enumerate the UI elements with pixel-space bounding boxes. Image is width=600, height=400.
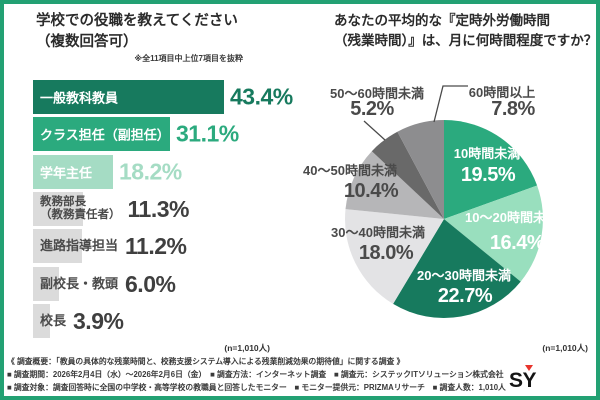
bar-value-label: 11.2%: [125, 232, 187, 259]
pie-slice-value-label: 16.4%: [490, 232, 545, 254]
overtime-pie-chart: 10時間未満 19.5% 10〜20時間未満 16.4% 20〜30時間未満 22.7% 3…: [303, 85, 559, 318]
bar-row: 進路指導担当 11.2%: [33, 229, 295, 263]
bar-row: 校長 3.9%: [33, 304, 295, 338]
bar-row: 副校長・教頭 6.0%: [33, 267, 295, 301]
role-bar-chart: 一般教科教員 43.4% クラス担任（副担任） 31.1% 学年主任 18.2% 教務部長（…: [33, 80, 295, 342]
bar-category-label: クラス担任（副担任）: [40, 127, 170, 143]
pie-slice-name-label: 20〜30時間未満: [417, 268, 511, 283]
pie-slice-name-label: 30〜40時間未満: [331, 225, 425, 240]
pie-slice-2: [393, 219, 521, 318]
pie-slice-3: [345, 209, 444, 304]
pie-slice-name-label: 10〜20時間未満: [465, 210, 559, 225]
left-chart-note: ※全11項目中上位7項目を抜粋: [134, 54, 243, 63]
pie-slice-value-label: 22.7%: [438, 285, 493, 307]
bar-fill: [33, 155, 113, 189]
pie-leader-line: [363, 120, 386, 141]
bar-category-label: 一般教科教員: [40, 90, 119, 106]
bar-row-content: 教務部長 （教務責任者） 11.3%: [33, 192, 295, 226]
pie-slice-value-label: 5.2%: [350, 98, 394, 120]
logo-text-post: STECH: [509, 393, 578, 400]
left-chart-title: 学校での役職を教えてください （複数回答可）: [36, 11, 238, 53]
bar-fill: [33, 192, 83, 226]
pie-slice-name-label: 10時間未満: [454, 146, 520, 161]
bar-fill: [33, 267, 59, 301]
bar-category-label: 副校長・教頭: [40, 275, 119, 291]
systech-logo: SYSTECH: [509, 365, 600, 400]
footer-line3: ■ 調査対象：調査回答時に全国の中学校・高等学校の教職員と回答したモニター ■ …: [7, 383, 506, 393]
left-chart-title-line2: （複数回答可）: [36, 34, 138, 50]
right-chart-title-line2: （残業時間）』は、月に何時間程度ですか？: [334, 33, 598, 48]
bar-value-label: 31.1%: [176, 120, 239, 147]
bar-category-label: 教務部長 （教務責任者）: [40, 195, 121, 221]
bar-category-label: 校長: [40, 312, 67, 328]
pie-slice-value-label: 10.4%: [344, 180, 399, 202]
pie-slice-name-label: 60時間以上: [469, 85, 535, 100]
pie-slice-value-label: 19.5%: [461, 164, 516, 186]
bar-value-label: 18.2%: [119, 158, 182, 185]
left-chart-title-line1: 学校での役職を教えてください: [36, 13, 238, 29]
logo-red-triangle-icon: [525, 365, 534, 371]
bar-row: クラス担任（副担任） 31.1%: [33, 117, 295, 151]
logo-y-glyph: Y: [522, 369, 537, 392]
bar-fill: [33, 80, 224, 114]
bar-row-content: 校長 3.9%: [33, 304, 295, 338]
right-chart-title-line1: あなたの平均的な『定時外労働時間: [334, 13, 550, 28]
bar-row-content: 進路指導担当 11.2%: [33, 229, 295, 263]
bar-fill: [33, 229, 82, 263]
footer-line2: ■ 調査期間：2026年2月4日（水）〜2026年2月6日（金） ■ 調査方法：…: [7, 370, 504, 380]
pie-slice-1: [444, 185, 543, 282]
pie-slice-name-label: 40〜50時間未満: [303, 163, 397, 178]
pie-slice-5: [371, 131, 444, 219]
pie-slice-6: [397, 120, 444, 219]
logo-letter-y: Y: [522, 365, 537, 393]
bar-value-label: 3.9%: [73, 307, 124, 334]
bar-row: 教務部長 （教務責任者） 11.3%: [33, 192, 295, 226]
bar-row: 学年主任 18.2%: [33, 155, 295, 189]
bar-category-label: 進路指導担当: [40, 237, 119, 253]
pie-slice-0: [444, 120, 538, 219]
pie-slice-value-label: 18.0%: [359, 242, 414, 264]
right-sample-size: (n=1,010人): [542, 343, 588, 353]
bar-value-label: 11.3%: [127, 195, 190, 222]
pie-leader-line: [433, 85, 468, 123]
bar-row: 一般教科教員 43.4%: [33, 80, 295, 114]
bar-fill: [33, 304, 50, 338]
bar-row-content: 副校長・教頭 6.0%: [33, 267, 295, 301]
footer-line1: 《 調査概要：「教員の具体的な残業時間と、校務支援システム導入による残業削減効果…: [7, 357, 405, 366]
pie-slice-name-label: 50〜60時間未満: [330, 86, 424, 101]
pie-slice-value-label: 7.8%: [491, 98, 535, 120]
survey-overview-footer: 《 調査概要：「教員の具体的な残業時間と、校務支援システム導入による残業削減効果…: [7, 355, 512, 395]
pie-slice-4: [345, 151, 444, 219]
right-chart-title: あなたの平均的な『定時外労働時間 （残業時間）』は、月に何時間程度ですか？: [334, 11, 597, 51]
left-sample-size: (n=1,010人): [224, 343, 270, 353]
bar-value-label: 43.4%: [230, 83, 293, 110]
bar-fill: [33, 117, 170, 151]
bar-value-label: 6.0%: [125, 270, 176, 297]
logo-text-pre: S: [509, 369, 523, 392]
bar-category-label: 学年主任: [40, 165, 93, 181]
